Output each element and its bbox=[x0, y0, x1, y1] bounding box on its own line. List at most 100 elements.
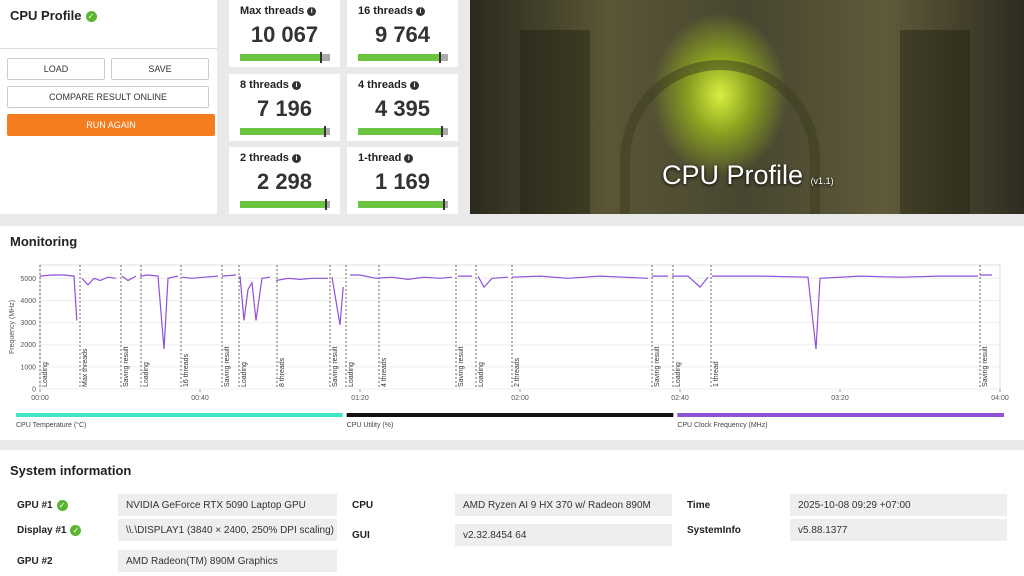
tile-score: 10 067 bbox=[250, 22, 319, 47]
tile-score: 7 196 bbox=[256, 96, 313, 121]
y-tick-label: 0 bbox=[32, 387, 36, 394]
score-bar-rest bbox=[444, 201, 448, 208]
y-tick-label: 2000 bbox=[20, 342, 36, 349]
system-info-heading: System information bbox=[10, 463, 132, 478]
score-marker bbox=[438, 52, 441, 63]
display1-value: \\.\DISPLAY1 (3840 × 2400, 250% DPI scal… bbox=[118, 519, 337, 541]
sysinfo-label: SystemInfo bbox=[687, 525, 741, 536]
phase-label: Loading bbox=[143, 362, 150, 387]
tile-score: 9 764 bbox=[374, 22, 431, 47]
cpu-value: AMD Ryzen AI 9 HX 370 w/ Radeon 890M bbox=[455, 494, 672, 516]
hero-title: CPU Profile (v1.1) bbox=[662, 160, 834, 191]
check-icon: ✓ bbox=[70, 525, 82, 536]
legend-swatch bbox=[677, 413, 1004, 417]
phase-label: 16 threads bbox=[183, 353, 190, 387]
score-bar bbox=[240, 54, 330, 61]
phase-label: Saving result bbox=[123, 346, 130, 387]
time-value: 2025-10-08 09:29 +07:00 bbox=[790, 494, 1007, 516]
phase-label: 1 thread bbox=[713, 361, 720, 387]
pillar bbox=[900, 30, 970, 214]
phase-label: Max threads bbox=[82, 348, 89, 387]
tile-label: 16 threads i bbox=[358, 5, 426, 17]
score-tile: 1-thread i 1 169 bbox=[347, 147, 458, 214]
score-marker bbox=[443, 199, 446, 210]
tile-label: Max threads i bbox=[240, 5, 317, 17]
save-button[interactable]: SAVE bbox=[111, 58, 209, 80]
x-tick-label: 04:00 bbox=[991, 395, 1009, 402]
tile-label: 1-thread i bbox=[358, 152, 414, 164]
score-marker bbox=[325, 199, 328, 210]
divider bbox=[0, 48, 217, 49]
tile-label-text: 4 threads bbox=[358, 79, 407, 91]
legend-label: CPU Temperature (°C) bbox=[16, 421, 86, 429]
sysinfo-value: v5.88.1377 bbox=[790, 519, 1007, 541]
hero-title-text: CPU Profile bbox=[662, 160, 804, 190]
pillar bbox=[520, 30, 590, 214]
phase-label: Loading bbox=[241, 362, 248, 387]
score-bar-rest bbox=[321, 54, 330, 61]
score-marker bbox=[440, 126, 443, 137]
score-bar bbox=[358, 128, 448, 135]
tile-score: 1 169 bbox=[374, 169, 431, 194]
tile-label-text: 16 threads bbox=[358, 5, 414, 17]
phase-label: Saving result bbox=[332, 346, 339, 387]
phase-label: Saving result bbox=[982, 346, 989, 387]
run-again-button[interactable]: RUN AGAIN bbox=[7, 114, 215, 136]
phase-label: Loading bbox=[348, 362, 355, 387]
gpu2-label: GPU #2 bbox=[17, 556, 53, 567]
display1-label: Display #1 ✓ bbox=[17, 525, 82, 536]
tile-label-text: 1-thread bbox=[358, 152, 402, 164]
hero-version: (v1.1) bbox=[810, 176, 834, 186]
phase-label: Loading bbox=[478, 362, 485, 387]
monitoring-heading: Monitoring bbox=[10, 234, 78, 249]
y-tick-label: 5000 bbox=[20, 276, 36, 283]
tile-label-text: 8 threads bbox=[240, 79, 289, 91]
score-bar bbox=[240, 201, 330, 208]
score-bar-rest bbox=[326, 201, 330, 208]
phase-label: Saving result bbox=[458, 346, 465, 387]
frequency-line bbox=[39, 274, 992, 350]
x-tick-label: 00:00 bbox=[31, 395, 49, 402]
y-tick-label: 3000 bbox=[20, 320, 36, 327]
hero-banner: CPU Profile (v1.1) bbox=[470, 0, 1024, 214]
score-bar-rest bbox=[441, 128, 448, 135]
phase-label: 2 threads bbox=[514, 357, 521, 387]
load-button[interactable]: LOAD bbox=[7, 58, 105, 80]
score-tile: 4 threads i 4 395 bbox=[347, 74, 458, 141]
score-bar bbox=[358, 201, 448, 208]
phase-label: Loading bbox=[42, 362, 49, 387]
gui-value: v2.32.8454 64 bbox=[455, 524, 672, 546]
label-text: GPU #1 bbox=[17, 500, 53, 512]
profile-panel: CPU Profile ✓ LOAD SAVE COMPARE RESULT ON… bbox=[0, 0, 217, 214]
check-icon: ✓ bbox=[85, 11, 97, 23]
score-tile: Max threads i 10 067 bbox=[229, 0, 340, 67]
tile-label-text: Max threads bbox=[240, 5, 305, 17]
tile-label: 8 threads i bbox=[240, 79, 301, 91]
gpu1-value: NVIDIA GeForce RTX 5090 Laptop GPU bbox=[118, 494, 337, 516]
tile-label-text: 2 threads bbox=[240, 152, 289, 164]
info-icon: i bbox=[416, 7, 426, 16]
score-bar-rest bbox=[324, 128, 330, 135]
legend-label: CPU Utility (%) bbox=[347, 422, 394, 429]
system-info-panel: System information GPU #1 ✓ NVIDIA GeForc… bbox=[0, 450, 1024, 576]
info-icon: i bbox=[404, 154, 414, 163]
gpu1-label: GPU #1 ✓ bbox=[17, 500, 68, 511]
info-icon: i bbox=[291, 154, 301, 163]
time-label: Time bbox=[687, 500, 711, 511]
y-axis-label: Frequency (MHz) bbox=[9, 300, 16, 354]
x-tick-label: 02:00 bbox=[511, 395, 529, 402]
monitoring-chart: 0 1000 2000 3000 4000 5000 Frequency (MHz) 00:0… bbox=[9, 264, 1009, 429]
title-text: CPU Profile bbox=[10, 8, 82, 23]
tile-score: 4 395 bbox=[374, 96, 431, 121]
score-bar-rest bbox=[439, 54, 448, 61]
x-tick-label: 00:40 bbox=[191, 395, 209, 402]
compare-button[interactable]: COMPARE RESULT ONLINE bbox=[7, 86, 209, 108]
score-tile: 8 threads i 7 196 bbox=[229, 74, 340, 141]
info-icon: i bbox=[307, 7, 317, 16]
info-icon: i bbox=[409, 81, 419, 90]
gui-label: GUI bbox=[352, 530, 370, 541]
phase-label: 8 threads bbox=[279, 357, 286, 387]
score-tile: 2 threads i 2 298 bbox=[229, 147, 340, 214]
tile-label: 4 threads i bbox=[358, 79, 419, 91]
legend-swatch bbox=[16, 413, 343, 417]
